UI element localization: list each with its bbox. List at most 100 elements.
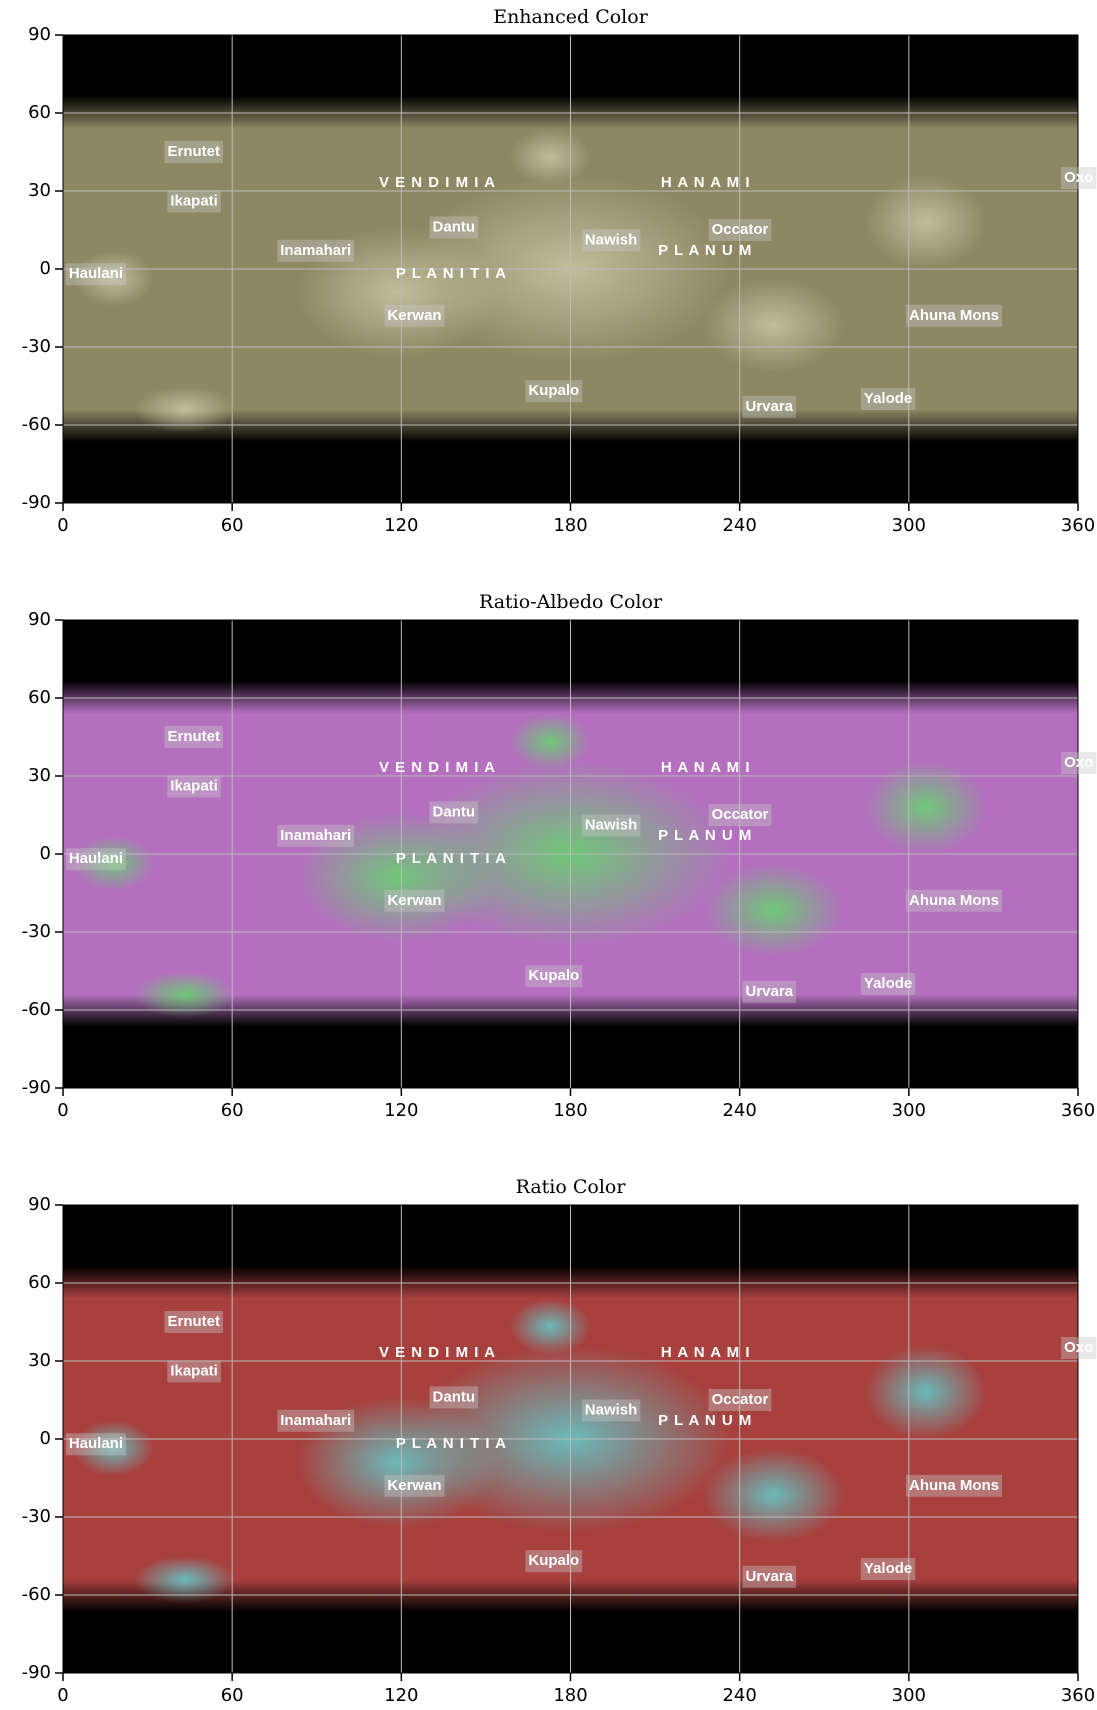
x-tick-label: 180 [553, 1100, 587, 1121]
feature-label: Occator [712, 806, 769, 823]
x-tick-label: 240 [722, 515, 756, 536]
panel-title: Ratio Color [516, 1176, 627, 1198]
x-tick-label: 0 [57, 515, 68, 536]
x-tick-label: 0 [57, 1100, 68, 1121]
y-tick-label: -30 [22, 921, 51, 942]
feature-label: Yalode [864, 390, 912, 407]
feature-label: Ikapati [170, 777, 218, 794]
map-feature-shading [865, 1345, 987, 1439]
feature-label: Haulani [69, 850, 123, 867]
map-feature-shading [510, 1299, 591, 1355]
y-tick-label: 0 [40, 258, 51, 279]
x-tick-label: 180 [553, 1685, 587, 1706]
feature-label: Oxo [1064, 754, 1093, 771]
map-feature-shading [134, 971, 236, 1018]
x-tick-label: 300 [892, 1685, 926, 1706]
feature-label: Yalode [864, 975, 912, 992]
region-label: H A N A M I [661, 1344, 751, 1361]
x-tick-label: 120 [384, 1100, 418, 1121]
y-tick-label: 60 [28, 687, 51, 708]
region-label: P L A N U M [658, 827, 752, 844]
x-tick-label: 240 [722, 1685, 756, 1706]
feature-label: Ahuna Mons [909, 1477, 999, 1494]
y-tick-label: 0 [40, 1428, 51, 1449]
map-feature-shading [865, 760, 987, 854]
y-tick-label: 30 [28, 765, 51, 786]
feature-label: Nawish [585, 1401, 638, 1418]
x-tick-label: 60 [221, 515, 244, 536]
feature-label: Ernutet [168, 1313, 221, 1330]
y-tick-label: -60 [22, 414, 51, 435]
feature-label: Urvara [745, 983, 793, 1000]
region-label: P L A N I T I A [396, 1435, 507, 1452]
feature-label: Kupalo [528, 382, 579, 399]
y-tick-label: 90 [28, 609, 51, 630]
feature-label: Kupalo [528, 1552, 579, 1569]
map-panel: Ratio-Albedo Color060120180240300360-90-… [22, 591, 1097, 1121]
feature-label: Ernutet [168, 728, 221, 745]
feature-label: Ernutet [168, 143, 221, 160]
feature-label: Dantu [433, 803, 476, 820]
feature-label: Oxo [1064, 1339, 1093, 1356]
region-label: V E N D I M I A [379, 759, 496, 776]
feature-label: Dantu [433, 218, 476, 235]
panel-title: Enhanced Color [493, 6, 648, 28]
feature-label: Inamahari [280, 242, 351, 259]
x-tick-label: 300 [892, 515, 926, 536]
y-tick-label: 60 [28, 1272, 51, 1293]
map-feature-shading [134, 386, 236, 433]
y-tick-label: 30 [28, 180, 51, 201]
map-feature-shading [702, 1448, 844, 1542]
feature-label: Inamahari [280, 827, 351, 844]
y-tick-label: 30 [28, 1350, 51, 1371]
feature-label: Yalode [864, 1560, 912, 1577]
region-label: P L A N U M [658, 1412, 752, 1429]
x-tick-label: 120 [384, 1685, 418, 1706]
x-tick-label: 0 [57, 1685, 68, 1706]
feature-label: Ahuna Mons [909, 892, 999, 909]
map-feature-shading [510, 129, 591, 185]
page: {"panels": [ {"title": "Enhanced Color",… [0, 0, 1097, 1710]
feature-label: Nawish [585, 231, 638, 248]
figure: Enhanced Color060120180240300360-90-60-3… [0, 0, 1097, 1710]
feature-label: Kerwan [387, 892, 441, 909]
feature-label: Kerwan [387, 1477, 441, 1494]
y-tick-label: -60 [22, 999, 51, 1020]
y-tick-label: -30 [22, 336, 51, 357]
y-tick-label: -90 [22, 1077, 51, 1098]
feature-label: Kupalo [528, 967, 579, 984]
region-label: P L A N I T I A [396, 850, 507, 867]
map-feature-shading [702, 863, 844, 957]
x-tick-label: 300 [892, 1100, 926, 1121]
region-label: P L A N I T I A [396, 265, 507, 282]
region-label: H A N A M I [661, 759, 751, 776]
y-tick-label: 90 [28, 1194, 51, 1215]
feature-label: Oxo [1064, 169, 1093, 186]
x-tick-label: 180 [553, 515, 587, 536]
map-feature-shading [702, 278, 844, 372]
feature-label: Urvara [745, 1568, 793, 1585]
region-label: V E N D I M I A [379, 174, 496, 191]
panel-title: Ratio-Albedo Color [479, 591, 663, 613]
y-tick-label: -90 [22, 1662, 51, 1683]
x-tick-label: 120 [384, 515, 418, 536]
x-tick-label: 240 [722, 1100, 756, 1121]
feature-label: Ikapati [170, 192, 218, 209]
map-feature-shading [510, 714, 591, 770]
feature-label: Nawish [585, 816, 638, 833]
x-tick-label: 360 [1061, 515, 1095, 536]
feature-label: Ikapati [170, 1362, 218, 1379]
feature-label: Urvara [745, 398, 793, 415]
map-feature-shading [134, 1556, 236, 1603]
y-tick-label: -30 [22, 1506, 51, 1527]
x-tick-label: 60 [221, 1685, 244, 1706]
feature-label: Occator [712, 1391, 769, 1408]
x-tick-label: 60 [221, 1100, 244, 1121]
x-tick-label: 360 [1061, 1685, 1095, 1706]
y-tick-label: 90 [28, 24, 51, 45]
y-tick-label: 0 [40, 843, 51, 864]
y-tick-label: 60 [28, 102, 51, 123]
y-tick-label: -60 [22, 1584, 51, 1605]
region-label: H A N A M I [661, 174, 751, 191]
